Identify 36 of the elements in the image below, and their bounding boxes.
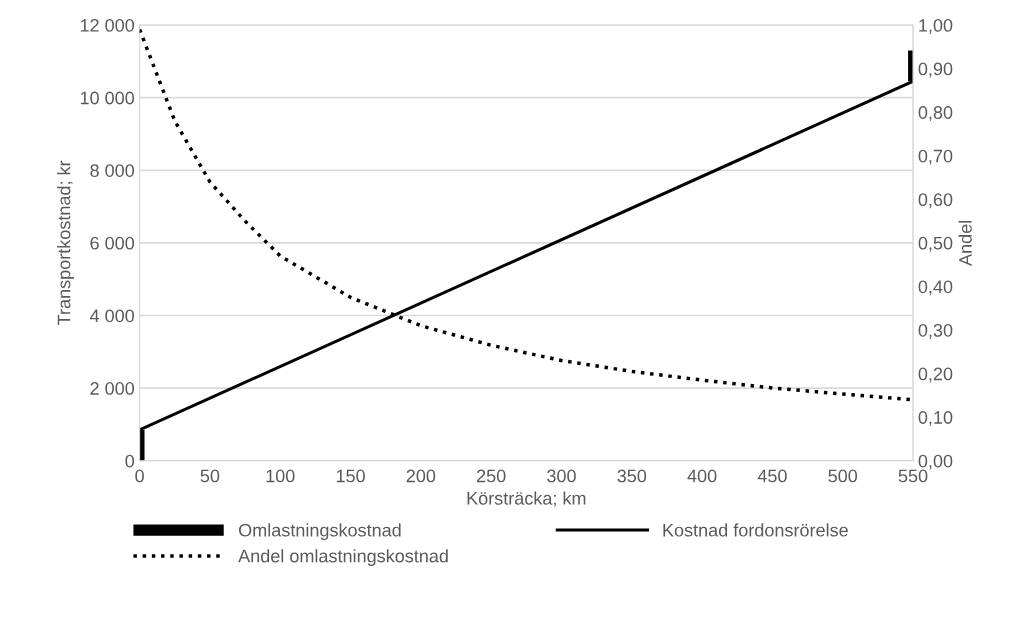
y-tick-label: 8 000: [90, 164, 135, 177]
x-tick-label: 300: [547, 469, 576, 483]
y-axis-title: Transportkostnad; kr: [57, 160, 74, 325]
y2-tick-label: 0,20: [918, 367, 953, 383]
x-tick-label: 500: [828, 469, 858, 483]
x-tick-label: 450: [757, 469, 787, 483]
x-tick-label: 550: [898, 469, 928, 483]
y-tick-label: 0: [125, 454, 135, 468]
y-tick-label: 10 000: [80, 91, 135, 105]
y2-tick-label: 0,50: [918, 236, 953, 252]
y2-tick-label: 0,90: [918, 62, 953, 78]
y-tick-label: 12 000: [80, 18, 135, 32]
y2-tick-label: 0,80: [918, 106, 953, 122]
y-tick-label: 2 000: [90, 382, 135, 395]
y2-tick-label: 0,70: [918, 149, 953, 165]
x-tick-label: 100: [266, 469, 295, 483]
x-axis-title: Körsträcka; km: [467, 491, 586, 507]
y2-tick-label: 0,30: [918, 323, 953, 339]
y2-tick-label: 0,40: [918, 280, 953, 296]
y2-tick-label: 0,00: [918, 454, 953, 470]
y2-tick-label: 0,60: [918, 193, 953, 209]
y2-tick-label: 0,10: [918, 411, 953, 427]
y-tick-label: 6 000: [90, 236, 135, 250]
x-tick-label: 400: [687, 469, 717, 483]
x-tick-label: 200: [406, 469, 436, 483]
x-tick-label: 150: [336, 469, 365, 483]
legend-label: Omlastningskostnad: [239, 523, 401, 541]
x-tick-label: 350: [617, 469, 647, 483]
x-tick-label: 0: [135, 469, 144, 483]
x-tick-label: 250: [477, 469, 506, 483]
x-tick-label: 50: [200, 469, 220, 483]
y2-tick-label: 1,00: [919, 18, 953, 34]
legend-label: Andel omlastningskostnad: [238, 549, 448, 566]
y-tick-label: 4 000: [89, 309, 135, 323]
y2-axis-title: Andel: [958, 221, 972, 266]
legend-label: Kostnad fordonsrörelse: [663, 523, 848, 537]
